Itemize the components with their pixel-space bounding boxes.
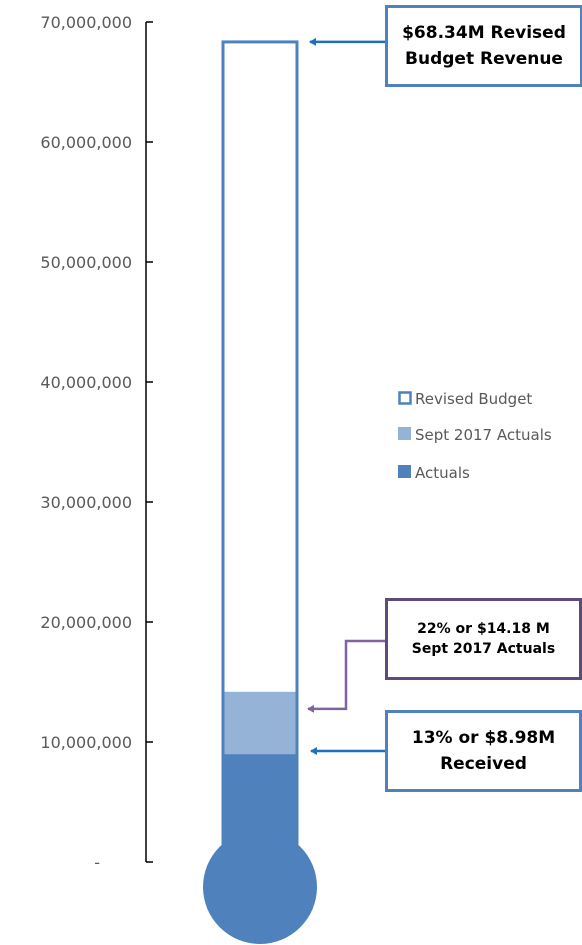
callout-revised-budget: $68.34M Revised Budget Revenue xyxy=(385,5,582,87)
y-tick-label: 70,000,000 xyxy=(40,13,132,32)
legend-swatch-actuals xyxy=(398,465,411,478)
callout-sept-actuals: 22% or $14.18 M Sept 2017 Actuals xyxy=(385,598,582,680)
y-tick-label: 10,000,000 xyxy=(40,733,132,752)
callout-arrows xyxy=(307,37,385,755)
callout-sept-actuals-text: 22% or $14.18 M Sept 2017 Actuals xyxy=(411,621,556,657)
y-tick-label: 20,000,000 xyxy=(40,613,132,632)
legend: Revised Budget Sept 2017 Actuals Actuals xyxy=(398,390,552,482)
callout-received: 13% or $8.98M Received xyxy=(385,710,582,792)
bar-revised-budget-outline xyxy=(221,40,299,864)
legend-label: Revised Budget xyxy=(415,390,532,408)
legend-label: Actuals xyxy=(415,464,470,482)
thermometer-bars xyxy=(203,40,317,944)
legend-label: Sept 2017 Actuals xyxy=(415,426,552,444)
y-tick-label: 50,000,000 xyxy=(40,253,132,272)
callout-received-text: 13% or $8.98M Received xyxy=(411,728,556,774)
y-axis: - 10,000,000 20,000,000 30,000,000 40,000,00… xyxy=(40,13,153,872)
legend-swatch-sept-2017-actuals xyxy=(398,427,411,440)
y-tick-label: - xyxy=(94,853,100,872)
callout-revised-budget-text: $68.34M Revised Budget Revenue xyxy=(402,23,566,69)
arrow-sept-actuals xyxy=(307,639,385,713)
y-tick-label: 30,000,000 xyxy=(40,493,132,512)
thermometer-bulb xyxy=(203,830,317,944)
legend-swatch-revised-budget xyxy=(398,391,412,405)
y-tick-label: 60,000,000 xyxy=(40,133,132,152)
y-tick-label: 40,000,000 xyxy=(40,373,132,392)
